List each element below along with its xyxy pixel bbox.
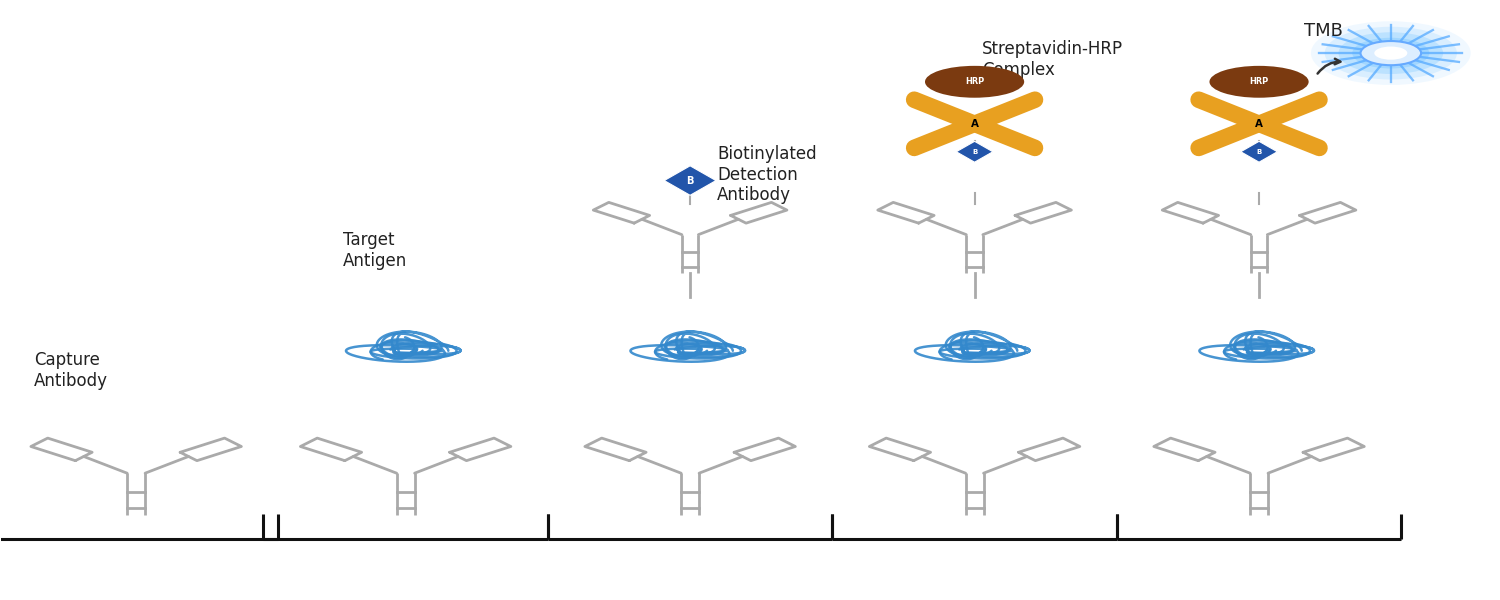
Circle shape <box>1338 32 1443 74</box>
Text: B: B <box>972 149 976 155</box>
Text: A: A <box>970 119 978 129</box>
Circle shape <box>1352 38 1430 68</box>
Polygon shape <box>957 142 993 162</box>
Text: HRP: HRP <box>964 77 984 86</box>
Text: A: A <box>1256 119 1263 129</box>
Polygon shape <box>664 166 716 196</box>
Text: Biotinylated
Detection
Antibody: Biotinylated Detection Antibody <box>717 145 816 205</box>
Circle shape <box>1360 41 1420 65</box>
Polygon shape <box>1240 142 1278 162</box>
Text: Streptavidin-HRP
Complex: Streptavidin-HRP Complex <box>982 40 1124 79</box>
Text: Capture
Antibody: Capture Antibody <box>34 351 108 389</box>
Text: B: B <box>687 176 694 185</box>
Ellipse shape <box>1209 66 1308 98</box>
Text: TMB: TMB <box>1304 22 1342 40</box>
Circle shape <box>1311 21 1470 85</box>
Circle shape <box>1374 47 1407 60</box>
Text: HRP: HRP <box>1250 77 1269 86</box>
Text: Target
Antigen: Target Antigen <box>344 232 406 270</box>
Circle shape <box>1324 27 1456 79</box>
Ellipse shape <box>926 66 1024 98</box>
Text: B: B <box>1257 149 1262 155</box>
